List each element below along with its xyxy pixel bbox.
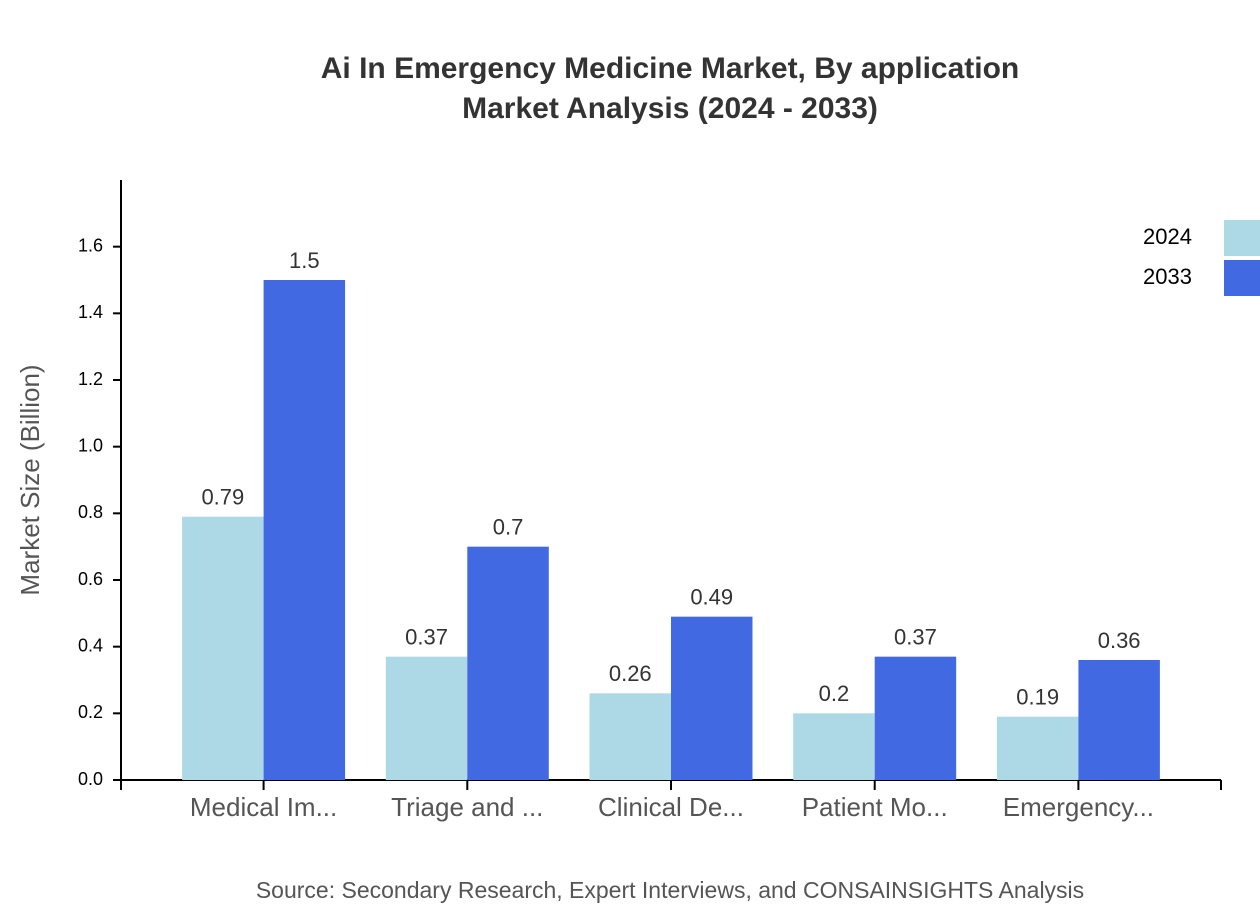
y-tick-label: 1.4 [78, 302, 103, 322]
x-tick-label: Clinical De... [598, 792, 744, 822]
value-label: 0.7 [493, 514, 524, 539]
y-tick-label: 0.0 [78, 769, 103, 789]
y-tick-label: 0.8 [78, 502, 103, 522]
value-label: 0.37 [405, 624, 448, 649]
value-label: 0.79 [201, 484, 244, 509]
y-tick-label: 1.0 [78, 435, 103, 455]
y-tick-label: 0.4 [78, 635, 103, 655]
chart-subtitle: Market Analysis (2024 - 2033) [462, 92, 878, 125]
bar [874, 656, 957, 780]
bar [385, 656, 468, 780]
x-tick-label: Patient Mo... [802, 792, 948, 822]
y-tick-label: 0.2 [78, 702, 103, 722]
value-label: 0.49 [690, 584, 733, 609]
x-tick-label: Triage and ... [391, 792, 543, 822]
y-tick-label: 0.6 [78, 569, 103, 589]
x-tick-label: Emergency... [1003, 792, 1154, 822]
value-label: 0.26 [609, 661, 652, 686]
bar [263, 280, 346, 780]
value-label: 0.19 [1016, 684, 1059, 709]
bar [589, 693, 671, 780]
bar [793, 713, 875, 780]
value-label: 0.37 [894, 624, 937, 649]
y-tick-label: 1.6 [78, 235, 103, 255]
x-tick-label: Medical Im... [190, 792, 337, 822]
legend-swatch [1224, 260, 1260, 296]
bar [182, 516, 264, 780]
legend-label: 2033 [1143, 264, 1192, 289]
bar [467, 546, 549, 780]
value-label: 0.36 [1098, 628, 1141, 653]
legend-swatch [1224, 220, 1260, 256]
source-note: Source: Secondary Research, Expert Inter… [256, 877, 1084, 903]
legend-label: 2024 [1143, 224, 1192, 249]
value-label: 1.5 [289, 248, 320, 273]
value-label: 0.2 [819, 681, 850, 706]
y-tick-label: 1.2 [78, 369, 103, 389]
y-axis-label: Market Size (Billion) [15, 364, 45, 595]
bar [996, 716, 1079, 780]
chart-title: Ai In Emergency Medicine Market, By appl… [321, 52, 1020, 85]
bar [1078, 660, 1160, 780]
bar [671, 616, 753, 780]
